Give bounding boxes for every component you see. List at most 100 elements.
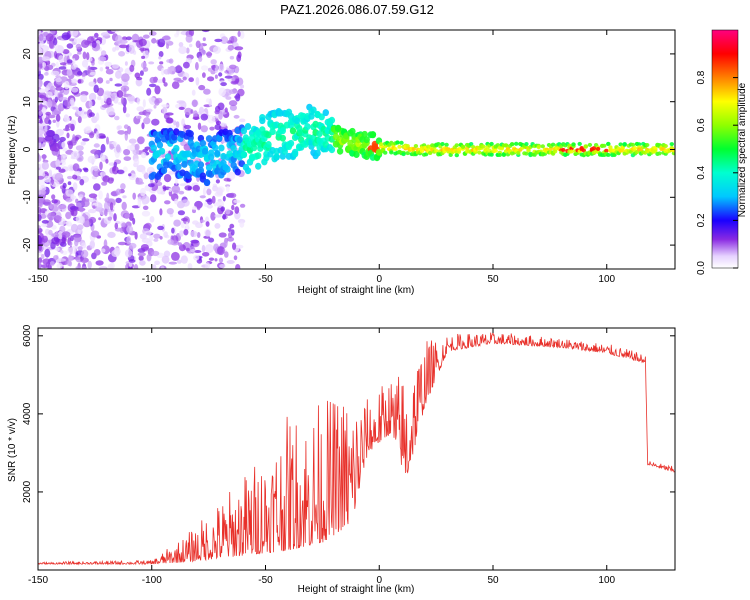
spectrogram-cell <box>89 71 96 76</box>
spectrogram-cell <box>68 254 72 262</box>
colorbar: 0.0 0.2 0.4 0.6 0.8 Normalized spectral ampl… <box>696 29 748 275</box>
spectrogram-cell <box>176 64 181 71</box>
spectrogram-cell <box>101 181 108 186</box>
spectrogram-cell <box>120 183 126 190</box>
snr-frame <box>37 327 676 571</box>
spectrogram-cell <box>97 56 107 62</box>
spectrogram-cell <box>159 236 163 240</box>
spectrogram-cell <box>55 77 62 83</box>
spectrogram-cell <box>230 80 239 85</box>
spectrogram-cell <box>179 183 186 187</box>
spectrogram-cell <box>117 241 127 246</box>
spectrogram-cell <box>107 216 113 221</box>
spectrogram-cell <box>122 105 127 114</box>
spectrogram-cell <box>107 263 114 269</box>
spectrogram-cell <box>112 47 117 52</box>
spectrogram-cell <box>208 257 215 261</box>
spectrogram-cell <box>244 167 252 175</box>
spectrogram-cell <box>122 166 128 173</box>
spectrogram-cell <box>142 66 149 72</box>
spectrogram-cell <box>119 44 128 49</box>
spectrogram-cell <box>141 61 147 69</box>
colorbar-gradient <box>712 30 738 268</box>
spectrogram-cell <box>140 244 149 251</box>
spectrogram-cell <box>205 164 213 172</box>
spectrogram-cell <box>38 44 41 53</box>
spectrogram-cell <box>67 247 76 255</box>
spectrogram-cell <box>159 61 164 65</box>
spectrogram-cell <box>240 84 245 89</box>
snr-ticks: -150 -100 -50 0 50 100 2000 4000 6000 <box>22 324 675 586</box>
spectrogram-cell <box>45 33 54 42</box>
spectrogram-ytick-label: 0 <box>22 146 33 152</box>
spectrogram-cell <box>80 141 86 146</box>
spectrogram-cell <box>128 44 135 54</box>
spectrogram-cell <box>38 127 44 136</box>
spectrogram-cell <box>287 139 295 147</box>
spectrogram-cell <box>369 131 377 139</box>
spectrogram-cell <box>608 145 613 150</box>
spectrogram-cell <box>214 124 222 131</box>
spectrogram-cell <box>38 177 46 187</box>
spectrogram-cell <box>139 70 144 76</box>
spectrogram-cell <box>59 136 66 142</box>
spectrogram-cell <box>526 148 531 153</box>
spectrogram-cell <box>210 211 216 221</box>
spectrogram-cell <box>214 149 221 157</box>
spectrogram-cell <box>88 92 97 102</box>
spectrogram-cell <box>94 32 99 38</box>
spectrogram-cell <box>669 142 674 147</box>
spectrogram-cell <box>209 126 215 131</box>
snr-xtick-label: -100 <box>142 575 162 586</box>
spectrogram-cell <box>220 122 227 127</box>
spectrogram-cell <box>201 147 209 155</box>
spectrogram-cell <box>40 223 48 227</box>
colorbar-tick-label: 0.6 <box>696 118 707 132</box>
spectrogram-cell <box>39 119 43 124</box>
spectrogram-cell <box>602 143 607 148</box>
spectrogram-cell <box>397 144 402 149</box>
spectrogram-cell <box>49 138 54 145</box>
spectrogram-cell <box>630 142 636 147</box>
spectrogram-cell <box>116 169 125 174</box>
spectrogram-cell <box>176 259 182 264</box>
spectrogram-cell <box>440 142 445 146</box>
spectrogram-cell <box>123 87 127 96</box>
spectrogram-cell <box>141 122 145 130</box>
spectrogram-cell <box>163 82 168 87</box>
spectrogram-cell <box>239 221 245 228</box>
spectrogram-cell <box>80 257 89 264</box>
spectrogram-cell <box>40 253 45 260</box>
spectrogram-cell <box>195 62 199 71</box>
spectrogram-cell <box>89 240 96 249</box>
colorbar-label: Normalized spectral amplitude <box>737 82 748 217</box>
spectrogram-cell <box>151 250 160 257</box>
spectrogram-cell <box>42 62 46 68</box>
spectrogram-cell <box>98 266 108 269</box>
spectrogram-cell <box>83 168 89 173</box>
spectrogram-ytick-label: -10 <box>22 190 33 205</box>
spectrogram-xtick-label: -100 <box>142 274 162 285</box>
spectrogram-cell <box>58 66 67 70</box>
spectrogram-cell <box>80 114 88 119</box>
spectrogram-cell <box>205 229 211 237</box>
spectrogram-cell <box>142 34 150 39</box>
spectrogram-cell <box>38 110 42 117</box>
spectrogram-cell <box>187 263 193 269</box>
spectrogram-cell <box>78 194 84 199</box>
spectrogram-cell <box>164 200 171 205</box>
spectrogram-cell <box>53 37 58 46</box>
spectrogram-cell <box>174 198 179 205</box>
spectrogram-cell <box>51 110 61 116</box>
spectrogram-cell <box>328 116 336 124</box>
spectrogram-cell <box>448 153 453 157</box>
spectrogram-cell <box>234 168 241 176</box>
spectrogram-cell <box>124 61 128 66</box>
spectrogram-cell <box>212 144 219 152</box>
spectrogram-cell <box>109 202 114 211</box>
spectrogram-cell <box>113 213 117 222</box>
spectrogram-cell <box>128 173 132 177</box>
spectrogram-cell <box>109 143 114 150</box>
spectrogram-cell <box>38 225 41 229</box>
spectrogram-cell <box>70 30 79 37</box>
